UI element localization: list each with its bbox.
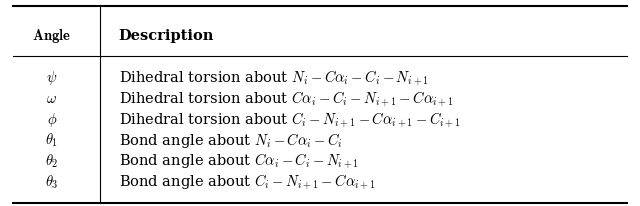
Text: $\theta_3$: $\theta_3$: [45, 173, 58, 191]
Text: $\theta_1$: $\theta_1$: [45, 131, 58, 149]
Text: $\phi$: $\phi$: [47, 110, 57, 128]
Text: $\omega$: $\omega$: [46, 91, 57, 105]
Text: Dihedral torsion about $C\alpha_i - C_i - N_{i+1} - C\alpha_{i+1}$: Dihedral torsion about $C\alpha_i - C_i …: [119, 89, 454, 108]
Text: Bond angle about $N_i - C\alpha_i - C_i$: Bond angle about $N_i - C\alpha_i - C_i$: [119, 131, 343, 150]
Text: $\theta_2$: $\theta_2$: [45, 152, 58, 170]
Text: Dihedral torsion about $N_i - C\alpha_i - C_i - N_{i+1}$: Dihedral torsion about $N_i - C\alpha_i …: [119, 68, 429, 87]
Text: Bond angle about $C\alpha_i - C_i - N_{i+1}$: Bond angle about $C\alpha_i - C_i - N_{i…: [119, 151, 359, 171]
Text: Bond angle about $C_i - N_{i+1} - C\alpha_{i+1}$: Bond angle about $C_i - N_{i+1} - C\alph…: [119, 172, 376, 192]
Text: Dihedral torsion about $C_i - N_{i+1} - C\alpha_{i+1} - C_{i+1}$: Dihedral torsion about $C_i - N_{i+1} - …: [119, 109, 461, 129]
Text: $\psi$: $\psi$: [46, 68, 58, 86]
Text: Description: Description: [119, 28, 214, 42]
Text: $\mathbf{Angle}$: $\mathbf{Angle}$: [33, 27, 71, 44]
